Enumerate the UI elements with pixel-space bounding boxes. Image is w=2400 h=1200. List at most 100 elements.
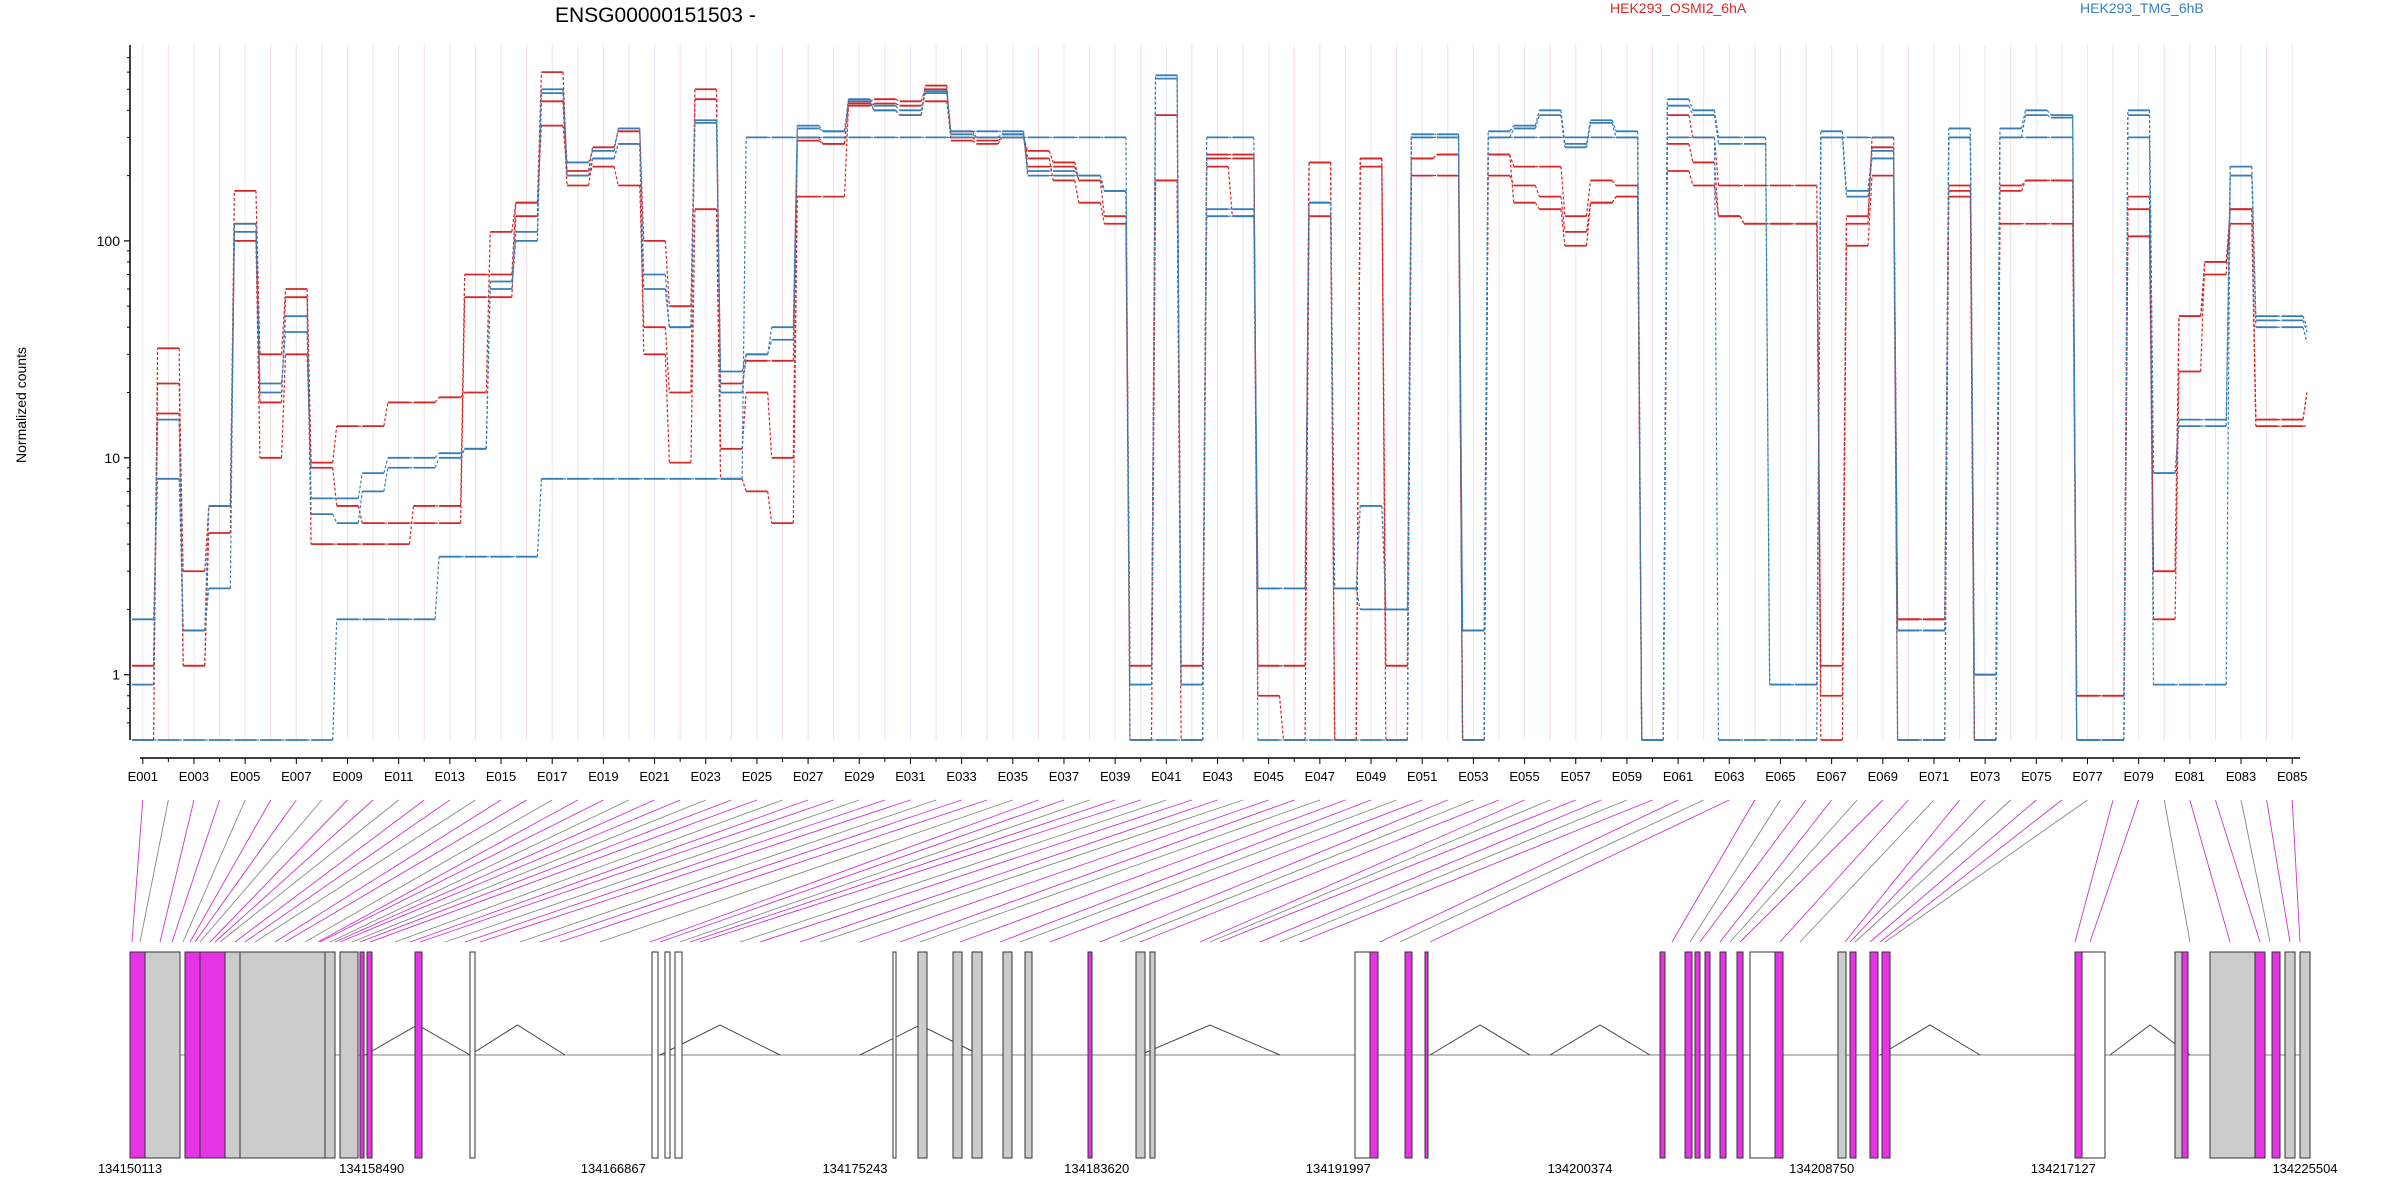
series-connector [588,150,594,163]
x-tick-label: E077 [2072,769,2102,784]
genome-coordinate-label: 134208750 [1789,1161,1854,1176]
series-connector [2174,371,2180,620]
series-connector [664,327,670,393]
exon-connector [739,799,1167,943]
exon-connector [284,799,527,943]
x-tick-label: E069 [1868,769,1898,784]
series-connector [2225,166,2231,420]
series-connector [1432,154,1438,159]
exon-connector [899,799,1295,943]
exon-block [2209,951,2256,1159]
series-connector [1483,131,1489,631]
series-connector [1099,180,1105,192]
exon-connector [2089,799,2140,943]
exon-connector [234,799,425,943]
x-tick-label: E049 [1356,769,1386,784]
exon-block [1424,951,1429,1159]
exon-block [674,951,683,1159]
intron-wedge [469,1024,566,1056]
exon-block [2081,951,2106,1159]
series-connector [1534,114,1540,129]
exon-connector [182,799,246,943]
series-connector [408,505,415,545]
series-connector [434,556,440,620]
exon-block [1749,951,1776,1159]
exon-connector [419,799,834,943]
series-connector [1713,162,1720,217]
exon-block [129,951,146,1159]
series-connector [2046,114,2052,119]
exon-connector [1399,799,1704,943]
series-connector [280,354,287,458]
series-connector [895,98,900,102]
exon-block [2181,951,2189,1159]
series-connector [1585,120,1592,144]
exon-connector [1019,799,1397,943]
series-connector [306,288,312,463]
exon-connector [759,799,1193,943]
exon-block [1837,951,1847,1159]
x-tick-label: E019 [588,769,618,784]
x-tick-label: E033 [946,769,976,784]
series-connector [460,297,466,524]
exon-connector [799,799,1218,943]
series-connector [1125,190,1131,685]
series-connector [690,209,696,463]
series-connector [1355,588,1361,610]
series-1 [132,84,2308,741]
exon-connector [329,799,630,943]
intron-wedge [1549,1024,1651,1056]
series-connector [1713,185,1720,217]
series-connector [1534,185,1540,197]
series-connector [972,133,977,138]
exon-connector [1139,799,1500,943]
exon-block [1869,951,1879,1159]
series-connector [1662,99,1668,741]
exon-connector [1049,799,1423,943]
series-connector [869,102,875,107]
series-connector [869,98,875,107]
exon-connector [189,799,272,943]
series-connector [997,136,1003,142]
exon-block [664,951,671,1159]
series-connector [280,288,287,355]
series-connector [741,392,747,449]
exon-connector [351,799,706,943]
series-connector [2020,110,2027,129]
exon-connector [689,799,1116,943]
series-connector [843,101,850,132]
exon-connector [1219,799,1576,943]
series-connector [1816,131,1822,685]
series-connector [741,354,747,393]
series-connector [1944,128,1950,631]
series-connector [383,457,389,474]
series-connector [2302,315,2308,328]
exon-connector [999,799,1372,943]
series-connector [178,348,184,666]
series-connector [485,231,491,393]
series-connector [178,419,184,631]
exon-connector [1719,799,1832,943]
exon-block [1002,951,1013,1159]
series-connector [664,354,670,463]
series-connector [997,137,1003,145]
grid-layer [142,45,2293,740]
series-connector [511,240,517,290]
x-tick-label: E061 [1663,769,1693,784]
x-tick-label: E051 [1407,769,1437,784]
exon-connector [171,799,220,943]
exon-connector [1869,799,2037,943]
series-connector [332,619,338,741]
series-6 [132,74,2308,741]
exon-block [469,951,476,1159]
series-connector [1304,202,1310,589]
series-connector [204,505,210,666]
y-tick-label: 10 [104,450,120,466]
exon-connector [2215,799,2261,943]
series-connector [1611,120,1617,132]
series-connector [843,105,850,197]
series-connector [2046,109,2052,116]
series-connector [664,274,670,328]
exon-block [1849,951,1857,1159]
